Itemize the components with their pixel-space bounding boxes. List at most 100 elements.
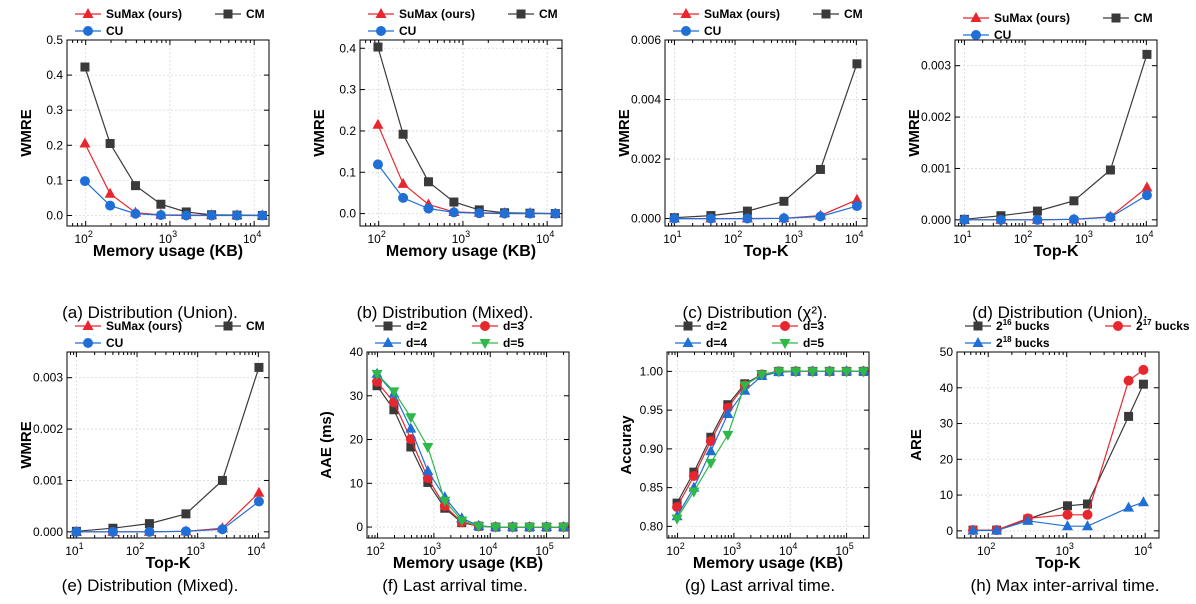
legend-marker [383, 321, 393, 331]
data-point [371, 369, 383, 380]
y-tick-label: 0.3 [46, 103, 63, 117]
data-point [705, 458, 717, 469]
data-point [1123, 375, 1134, 386]
figure-caption: (f) Last arrival time. [382, 576, 527, 595]
y-tick-label: 30 [350, 389, 364, 403]
series-line [676, 370, 864, 508]
data-point [1138, 364, 1149, 375]
figure-caption: (g) Last arrival time. [685, 576, 835, 595]
figure-caption: (e) Distribution (Mixed). [62, 576, 239, 595]
data-point [80, 62, 90, 72]
x-tick-label: 101 [953, 229, 971, 246]
y-tick-label: 50 [940, 345, 954, 359]
x-tick-label: 101 [65, 541, 83, 558]
data-point [1105, 212, 1116, 223]
data-point [105, 200, 116, 211]
series-line [76, 367, 260, 532]
legend-label: d=5 [503, 336, 524, 350]
data-point [398, 129, 408, 139]
y-tick-label: 0.000 [631, 212, 661, 226]
plot-frame [66, 351, 270, 539]
data-point [739, 381, 751, 392]
data-point [967, 524, 979, 535]
series-line [376, 381, 564, 528]
legend: SuMax (ours) CM CU [75, 319, 265, 350]
data-point [851, 201, 862, 212]
series-d4 [967, 496, 1149, 535]
legend: SuMax (ours) CM CU [75, 7, 265, 38]
data-point [448, 207, 459, 218]
data-point [474, 208, 485, 219]
legend: d=2 d=3 d=4 d=5 [675, 319, 824, 350]
y-tick-label: 0.001 [921, 161, 951, 175]
data-point [688, 471, 699, 481]
x-tick-label: 103 [723, 541, 741, 558]
y-axis-label: WMRE [616, 109, 633, 157]
data-point [490, 523, 502, 534]
legend-label: d=2 [406, 319, 427, 333]
data-point [524, 208, 535, 219]
x-tick-label: 102 [75, 229, 93, 246]
x-axis-label: Top-K [743, 243, 788, 260]
legend-label: CM [844, 7, 863, 21]
y-tick-label: 0.2 [339, 124, 356, 138]
series-line [964, 187, 1148, 221]
data-point [372, 159, 383, 170]
y-tick-label: 10 [350, 476, 364, 490]
data-point [373, 42, 383, 52]
chart-d: 101 102 103 104 0.000 0.001 0.002 0.003 Top-K WMR… [906, 11, 1158, 322]
data-point [1082, 509, 1093, 520]
y-axis-label: WMRE [906, 109, 923, 157]
data-point [231, 210, 242, 221]
data-point [1069, 196, 1079, 206]
y-tick-label: 0 [356, 520, 363, 534]
legend-marker [821, 9, 831, 19]
data-point [779, 196, 789, 206]
data-point [550, 208, 561, 219]
x-axis-label: Memory usage (KB) [393, 555, 543, 572]
y-tick-label: 0.1 [339, 165, 356, 179]
series-line [376, 385, 564, 528]
data-point [422, 465, 434, 476]
y-tick-label: 0.002 [631, 152, 661, 166]
x-axis-label: Top-K [1035, 555, 1080, 572]
data-point [71, 526, 82, 537]
y-tick-label: 20 [350, 433, 364, 447]
data-point [722, 408, 734, 418]
x-axis-label: Top-K [145, 555, 190, 572]
x-tick-label: 103 [452, 229, 470, 246]
x-tick-label: 104 [243, 229, 261, 246]
series-d4 [371, 367, 570, 532]
series-d5 [671, 367, 870, 525]
legend-label: CM [246, 319, 265, 333]
data-point [824, 367, 836, 378]
data-point [841, 367, 853, 378]
x-tick-label: 101 [663, 229, 681, 246]
data-point [389, 405, 399, 415]
data-point [456, 516, 468, 527]
data-point [1141, 190, 1152, 201]
data-point [1062, 509, 1073, 520]
data-point [206, 210, 217, 221]
data-point [406, 442, 416, 452]
data-point [79, 137, 91, 148]
legend-marker [1113, 321, 1123, 331]
data-point [1138, 379, 1148, 389]
y-tick-label: 0.80 [640, 519, 664, 533]
x-axis-label: Memory usage (KB) [693, 555, 843, 572]
y-tick-label: 0.003 [921, 59, 951, 73]
data-point [1142, 49, 1152, 59]
x-tick-label: 105 [835, 541, 853, 558]
y-tick-label: 0.002 [33, 422, 63, 436]
legend-marker [780, 321, 790, 331]
data-point [155, 210, 166, 221]
legend-label: CM [246, 7, 265, 21]
series-d3 [672, 366, 869, 512]
x-tick-label: 102 [1014, 229, 1032, 246]
legend-label: SuMax (ours) [994, 11, 1070, 25]
data-point [439, 496, 451, 507]
data-point [558, 523, 570, 534]
data-point [959, 214, 970, 225]
legend: 216 bucks 217 bucks 218 bucks [965, 318, 1190, 350]
